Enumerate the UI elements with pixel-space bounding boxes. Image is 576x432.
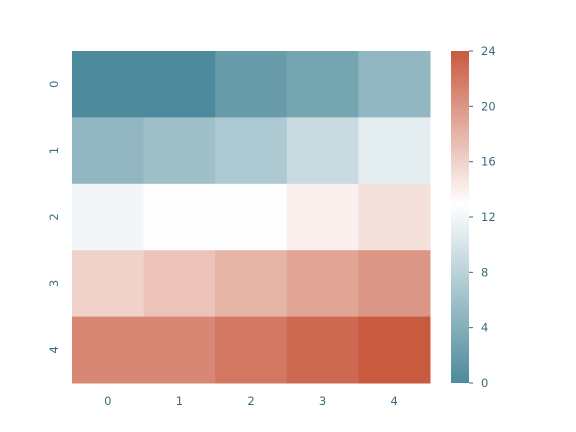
heatmap-cell-r0-c2: [215, 51, 288, 118]
heatmap-cell-r0-c3: [286, 51, 359, 118]
heatmap-cell-r4-c0: [72, 316, 145, 384]
heatmap-cell-r2-c4: [358, 183, 431, 251]
heatmap-cell-r4-c3: [286, 316, 359, 384]
x-tick-label: 3: [319, 394, 326, 408]
heatmap-cell-r0-c1: [143, 51, 216, 118]
colorbar-tick-label: 20: [481, 99, 496, 113]
heatmap-cell-r3-c1: [143, 250, 216, 318]
y-tick-label: 4: [47, 346, 61, 353]
heatmap-cell-r1-c3: [286, 117, 359, 185]
x-tick-label: 0: [104, 394, 111, 408]
colorbar-tick-label: 24: [481, 44, 496, 58]
heatmap-cell-r0-c0: [72, 51, 145, 118]
heatmap-cell-r1-c2: [215, 117, 288, 185]
heatmap-cell-r3-c3: [286, 250, 359, 318]
heatmap-cells: [72, 51, 431, 384]
y-tick-label: 2: [47, 213, 61, 220]
heatmap-cell-r2-c3: [286, 183, 359, 251]
heatmap-cell-r4-c4: [358, 316, 431, 384]
heatmap-cell-r2-c2: [215, 183, 288, 251]
heatmap-cell-r2-c1: [143, 183, 216, 251]
x-axis-ticks: 0 1 2 3 4: [104, 394, 398, 408]
colorbar-tick-label: 12: [481, 210, 496, 224]
heatmap-cell-r0-c4: [358, 51, 431, 118]
y-tick-label: 3: [47, 280, 61, 287]
heatmap-cell-r3-c4: [358, 250, 431, 318]
heatmap-cell-r4-c2: [215, 316, 288, 384]
heatmap-cell-r1-c1: [143, 117, 216, 185]
y-tick-label: 1: [47, 147, 61, 154]
x-tick-label: 2: [247, 394, 254, 408]
heatmap-cell-r1-c0: [72, 117, 145, 185]
heatmap-cell-r3-c2: [215, 250, 288, 318]
y-axis-ticks: 0 1 2 3 4: [47, 81, 61, 354]
heatmap-cell-r1-c4: [358, 117, 431, 185]
colorbar-tick-label: 8: [481, 265, 488, 279]
colorbar-tick-label: 16: [481, 155, 496, 169]
heatmap-cell-r4-c1: [143, 316, 216, 384]
heatmap-cell-r2-c0: [72, 183, 145, 251]
colorbar: [451, 51, 469, 383]
colorbar-ticks: 0 4 8 12 16 20 24: [469, 44, 496, 390]
y-tick-label: 0: [47, 81, 61, 88]
x-tick-label: 1: [176, 394, 183, 408]
colorbar-tick-label: 0: [481, 376, 488, 390]
x-tick-label: 4: [391, 394, 398, 408]
colorbar-tick-label: 4: [481, 321, 488, 335]
heatmap-cell-r3-c0: [72, 250, 145, 318]
